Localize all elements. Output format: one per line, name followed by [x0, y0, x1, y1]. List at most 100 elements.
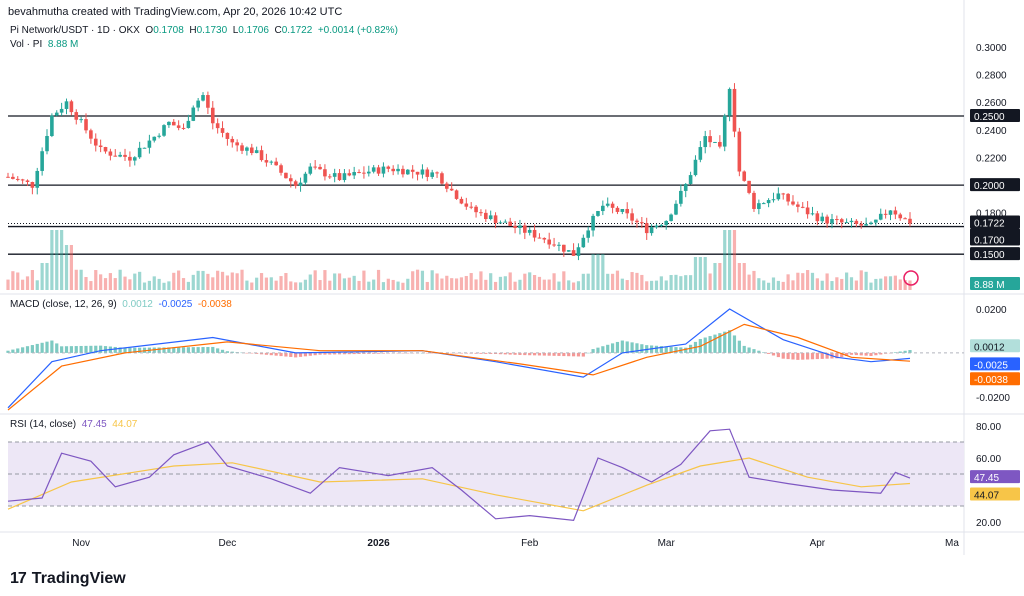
volume-bar: [898, 279, 902, 290]
macd-histogram-bar: [21, 347, 25, 353]
candle: [547, 239, 551, 245]
candle: [596, 211, 600, 216]
volume-legend: Vol · PI 8.88 M: [10, 39, 78, 50]
macd-line: [7, 308, 911, 409]
candle: [508, 221, 512, 226]
macd-histogram-bar: [352, 352, 356, 355]
candle: [518, 225, 522, 228]
volume-bar: [493, 281, 498, 290]
candle: [537, 237, 542, 239]
volume-bar: [186, 281, 190, 290]
time-axis-label: Apr: [810, 538, 826, 549]
rsi-tick-label: 60.00: [976, 454, 1001, 465]
volume-bar: [333, 273, 337, 290]
time-axis-label: Mar: [658, 538, 676, 549]
volume-bar: [35, 280, 39, 290]
macd-histogram-bar: [591, 349, 595, 353]
volume-bar: [64, 245, 69, 290]
macd-histogram-bar: [610, 343, 615, 353]
volume-label[interactable]: Vol · PI: [10, 39, 43, 50]
candle: [113, 155, 118, 157]
level-0.1700-box: [970, 232, 1020, 246]
macd-histogram-bar: [640, 344, 644, 353]
volume-bar: [581, 273, 585, 290]
candle: [342, 173, 347, 181]
level-0.2000-box: [970, 178, 1020, 192]
close-value: 0.1722: [281, 25, 313, 36]
macd-label[interactable]: MACD (close, 12, 26, 9): [10, 299, 117, 310]
candle: [786, 193, 790, 202]
candle: [435, 172, 439, 174]
macd-histogram-bar: [615, 341, 620, 353]
rsi-label[interactable]: RSI (14, close): [10, 419, 77, 430]
tradingview-logo-icon: 17: [10, 570, 27, 587]
macd-histogram-bar: [728, 330, 732, 353]
candle: [220, 128, 225, 133]
candle: [89, 130, 93, 139]
macd-histogram-bar: [50, 340, 54, 353]
candle: [805, 207, 810, 215]
volume-bar: [649, 280, 654, 290]
volume-bar: [503, 276, 507, 290]
candle: [849, 220, 854, 223]
macd-histogram-bar: [16, 348, 20, 353]
volume-bar: [450, 278, 454, 290]
macd-histogram-bar: [333, 352, 337, 355]
candle: [206, 95, 210, 108]
candle: [532, 229, 537, 238]
volume-bar: [45, 263, 49, 290]
macd-histogram-bar: [35, 343, 39, 353]
macd-histogram-bar: [318, 352, 322, 355]
macd-histogram-bar: [518, 352, 522, 355]
volume-bar: [708, 273, 712, 290]
volume-bar: [367, 281, 371, 290]
volume-bar: [157, 278, 161, 290]
time-axis-label: 2026: [367, 538, 390, 549]
macd-histogram-bar: [489, 352, 493, 354]
candle: [498, 222, 503, 224]
candle: [274, 161, 278, 166]
macd-histogram-bar: [557, 352, 561, 356]
candle: [381, 166, 386, 174]
macd-histogram-bar: [723, 331, 727, 353]
volume-bar: [518, 279, 522, 290]
candle: [318, 166, 322, 170]
macd-histogram-bar: [425, 352, 429, 354]
candle: [279, 165, 283, 173]
candle: [679, 190, 683, 204]
macd-histogram-bar: [99, 345, 103, 353]
volume-bar: [279, 276, 283, 290]
volume-bar: [313, 270, 317, 290]
macd-histogram-bar: [84, 345, 88, 353]
rsi-tick-label: 20.00: [976, 518, 1001, 529]
volume-bar: [201, 270, 205, 290]
level-0.2500-box: [970, 109, 1020, 122]
candle: [35, 170, 40, 188]
macd-histogram-bar: [767, 352, 771, 354]
volume-bar: [596, 254, 600, 290]
volume-bar: [103, 278, 108, 290]
volume-bar: [303, 279, 308, 290]
macd-histogram-bar: [571, 352, 576, 357]
macd-histogram-bar: [669, 346, 673, 353]
symbol-label[interactable]: Pi Network/USDT · 1D · OKX: [10, 25, 140, 36]
candle: [30, 182, 35, 188]
macd-histogram-bar: [757, 350, 761, 353]
candle: [284, 172, 288, 179]
candle: [123, 154, 127, 157]
time-axis-label: Feb: [521, 538, 539, 549]
macd-histogram-bar: [664, 346, 668, 353]
volume-bar: [528, 272, 532, 290]
macd-histogram-bar: [406, 352, 410, 354]
macd-histogram-bar: [528, 352, 532, 356]
volume-bar: [645, 281, 649, 290]
macd-hist-last-label: 0.0012: [974, 342, 1005, 353]
candle: [815, 213, 820, 222]
macd-histogram-bar: [357, 352, 361, 354]
candle: [644, 223, 649, 234]
macd-histogram-bar: [40, 342, 44, 353]
candle: [74, 112, 79, 120]
macd-histogram-bar: [849, 352, 854, 355]
candle: [844, 222, 849, 224]
